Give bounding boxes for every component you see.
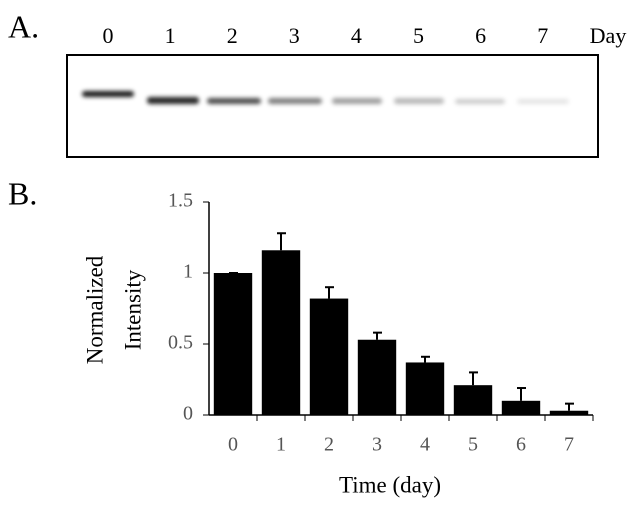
gel-band [517,99,569,104]
plot: 0 0.5 1 1.5 0 1 2 3 4 5 6 7 [168,190,594,456]
bar [309,298,349,415]
y-tick-label: 0.5 [168,332,193,354]
x-axis-title: Time (day) [339,472,441,497]
lane-label: 4 [351,23,362,48]
lane-label: 3 [289,23,300,48]
panel-label: A. [8,8,39,44]
bar [501,400,541,415]
x-tick-label: 2 [324,434,334,456]
bar [405,362,445,415]
bar [357,339,397,415]
x-tick-label: 7 [564,434,574,456]
panel-label: B. [8,175,37,211]
x-tick-label: 1 [276,434,286,456]
y-axis-title: Normalized Intensity [82,255,145,364]
gel-band [268,98,322,104]
x-tick-label: 0 [228,434,238,456]
gel-band [394,98,444,104]
y-axis-title-line: Intensity [120,269,145,350]
lane-label: 7 [537,23,548,48]
gel-bands [82,91,569,104]
gel-band [207,98,261,104]
lane-label: 6 [475,23,486,48]
x-tick-label: 5 [468,434,478,456]
lane-label: 5 [413,23,424,48]
x-tick-label: 4 [420,434,430,456]
gel-band [332,98,382,104]
bar [453,385,493,415]
lane-label: 2 [227,23,238,48]
gel-frame [66,54,599,158]
lane-unit: Day [590,23,627,48]
bar [261,250,301,415]
lane-label: 0 [103,23,114,48]
bar [549,410,589,415]
bar [213,273,253,415]
gel-band [455,99,505,104]
x-tick-label: 3 [372,434,382,456]
gel-band [82,91,134,97]
lane-labels: 0 1 2 3 4 5 6 7 [103,23,549,48]
y-tick-label: 1.5 [168,190,193,212]
y-tick-label: 0 [183,403,193,425]
lane-label: 1 [165,23,176,48]
x-tick-label: 6 [516,434,526,456]
y-tick-label: 1 [183,261,193,283]
y-axis-title-line: Normalized [82,255,107,364]
gel-band [147,97,199,104]
